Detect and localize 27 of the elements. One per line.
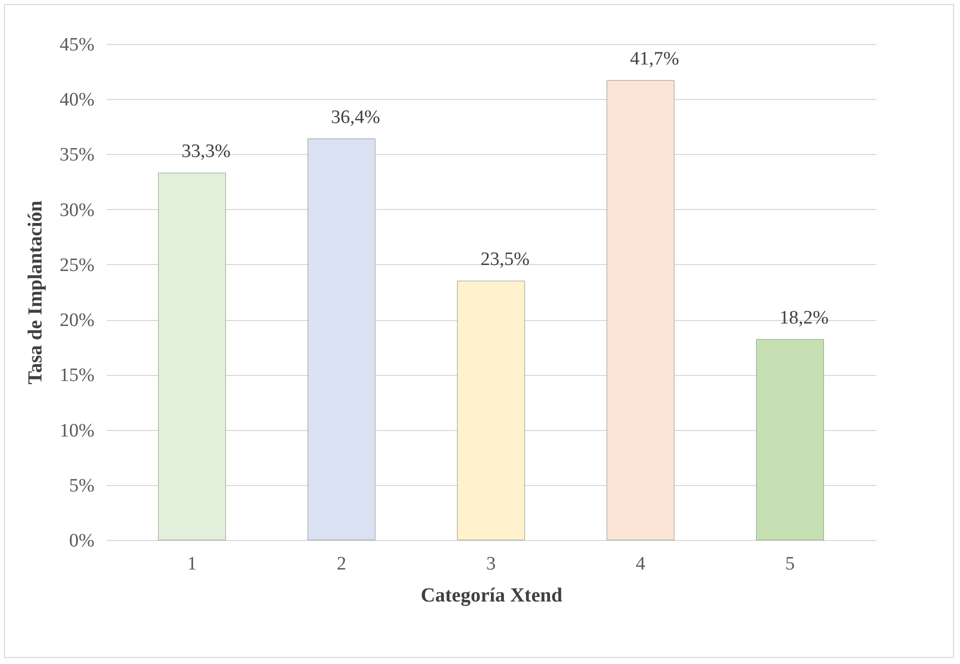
x-tick-label: 1 [187, 554, 197, 574]
y-tick-label: 40% [60, 90, 95, 111]
y-tick-label: 25% [60, 254, 95, 276]
bar [756, 339, 824, 540]
y-tick-label: 20% [60, 310, 95, 332]
x-tick-label: 5 [785, 554, 795, 574]
x-axis-title: Categoría Xtend [420, 584, 562, 606]
y-tick-label: 10% [60, 420, 95, 442]
bar [158, 172, 226, 540]
x-tick-label: 2 [336, 554, 346, 574]
bar [457, 280, 525, 540]
bar [606, 80, 674, 540]
data-label: 18,2% [779, 307, 829, 328]
y-tick-label: 15% [60, 365, 95, 386]
bar [308, 138, 376, 540]
data-label: 33,3% [181, 140, 231, 162]
data-label: 23,5% [480, 248, 530, 270]
y-tick-label: 5% [69, 475, 95, 496]
data-label: 36,4% [330, 106, 380, 128]
y-tick-label: 35% [60, 144, 95, 166]
y-tick-label: 0% [69, 530, 95, 552]
data-label: 41,7% [630, 48, 680, 70]
x-tick-label: 3 [486, 554, 496, 574]
y-axis-title: Tasa de Implantación [24, 200, 47, 384]
x-tick-label: 4 [636, 554, 646, 574]
y-tick-label: 30% [60, 200, 95, 221]
y-tick-label: 45% [60, 34, 95, 56]
